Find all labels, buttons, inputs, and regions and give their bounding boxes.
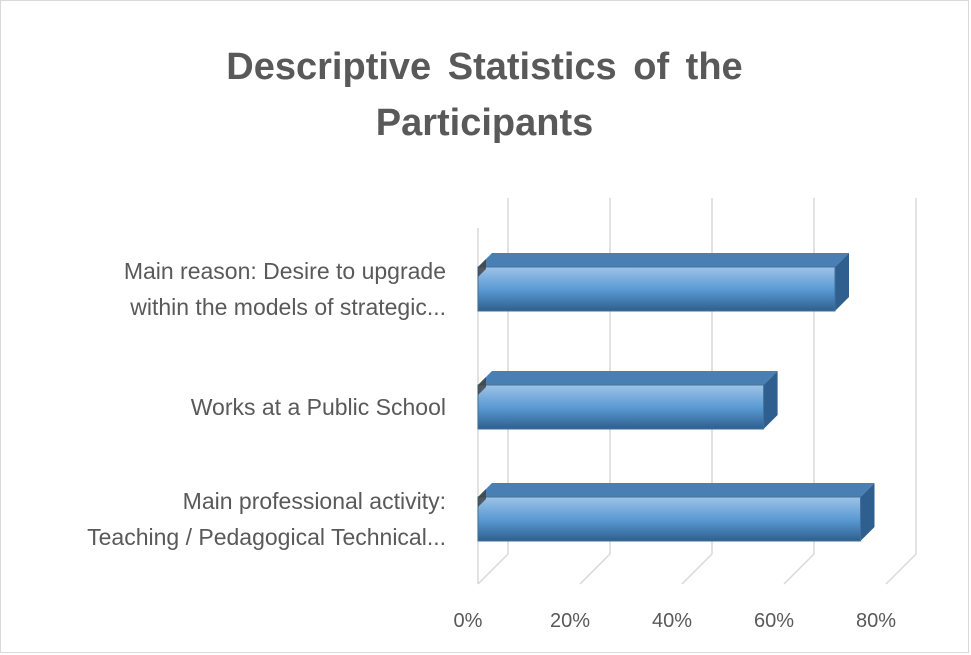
chart-title-line-2: Participants xyxy=(375,102,594,144)
bar-side-face xyxy=(835,253,849,311)
bar-group xyxy=(477,253,849,312)
x-tick-label: 0% xyxy=(454,610,483,632)
bar xyxy=(477,384,765,430)
category-label: Works at a Public School xyxy=(191,394,446,420)
gridline-floor xyxy=(579,553,611,585)
x-tick-label: 20% xyxy=(550,610,590,632)
bar-base-edge xyxy=(478,377,486,395)
chart-title: Descriptive Statistics of the Participan… xyxy=(1,39,968,151)
category-label: Main reason: Desire to upgrade xyxy=(124,258,446,284)
bar-top-face xyxy=(478,371,778,385)
bar-group xyxy=(477,371,778,430)
bar xyxy=(477,266,836,312)
bar-side-face xyxy=(860,483,875,541)
x-tick-label: 60% xyxy=(754,610,794,632)
bar-top-face xyxy=(478,483,875,497)
x-tick-label: 40% xyxy=(652,610,692,632)
bar-top-face xyxy=(478,253,849,267)
gridline-floor xyxy=(885,553,917,585)
bar-group xyxy=(477,483,875,542)
x-tick-label: 80% xyxy=(856,610,896,632)
bar-side-face xyxy=(763,371,778,429)
gridline-floor xyxy=(783,553,815,585)
bar xyxy=(477,496,861,542)
category-label: Main professional activity: xyxy=(183,488,446,514)
chart-title-line-1: Descriptive Statistics of the xyxy=(226,46,743,88)
category-label: within the models of strategic... xyxy=(129,294,446,320)
gridline-floor xyxy=(681,553,713,585)
bar-base-edge xyxy=(478,259,486,277)
gridline-floor xyxy=(477,553,509,585)
bar-base-edge xyxy=(478,489,486,507)
category-label: Teaching / Pedagogical Technical... xyxy=(87,524,446,550)
